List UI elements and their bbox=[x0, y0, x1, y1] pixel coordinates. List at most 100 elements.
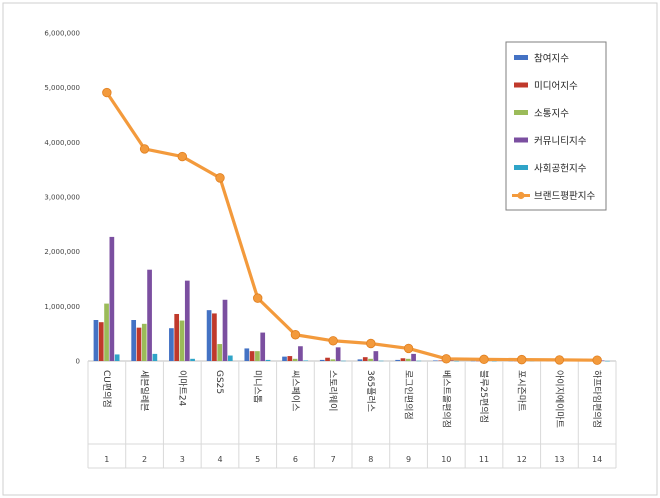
line-point-11 bbox=[479, 354, 489, 365]
bar-3-8 bbox=[368, 358, 373, 361]
legend-swatch bbox=[514, 137, 528, 143]
category-label: CU편의점 bbox=[101, 370, 113, 408]
category-label: 포시즌마트 bbox=[516, 370, 527, 411]
rank-label: 7 bbox=[331, 455, 336, 464]
rank-label: 3 bbox=[180, 455, 185, 464]
bar-3-5 bbox=[255, 351, 260, 361]
brand-index-line bbox=[105, 91, 598, 362]
y-tick-label: 0 bbox=[76, 358, 80, 366]
x-axis: CU편의점 1 세븐일레븐 2 이마트24 3 GS25 4 미니스톱 5 씨스페이스 6 스토리웨이 7… bbox=[87, 360, 617, 469]
line-point-1 bbox=[102, 87, 112, 98]
category-label: GS25 bbox=[214, 370, 224, 394]
bar-2-9 bbox=[400, 358, 406, 361]
y-tick-label: 5,000,000 bbox=[44, 84, 80, 92]
bar-5-5 bbox=[265, 359, 271, 361]
legend-label: 미디어지수 bbox=[534, 81, 578, 92]
line-point-6 bbox=[290, 330, 301, 340]
line-series bbox=[102, 87, 602, 365]
bar-5-8 bbox=[378, 360, 384, 362]
bar-3-1 bbox=[104, 303, 109, 361]
line-point-14 bbox=[592, 355, 602, 365]
category-label: 하프타임편의점 bbox=[591, 370, 603, 428]
bar-3-4 bbox=[217, 344, 223, 361]
bar-5-6 bbox=[303, 360, 309, 361]
bar-1-7 bbox=[319, 359, 325, 361]
bar-5-7 bbox=[341, 360, 346, 362]
bar-3-6 bbox=[292, 358, 298, 361]
y-tick-label: 4,000,000 bbox=[44, 139, 80, 147]
bar-5-3 bbox=[190, 358, 195, 361]
rank-label: 10 bbox=[441, 455, 451, 464]
line-point-2 bbox=[139, 144, 150, 154]
bar-3-3 bbox=[179, 320, 185, 361]
legend-swatch bbox=[514, 110, 528, 115]
bar-1-6 bbox=[282, 356, 287, 361]
legend-label: 브랜드평판지수 bbox=[534, 191, 595, 202]
bar-5-9 bbox=[416, 360, 422, 362]
legend-label: 커뮤니티지수 bbox=[534, 136, 587, 147]
line-point-12 bbox=[517, 354, 527, 365]
category-label: 이마트24 bbox=[176, 370, 187, 407]
bar-5-2 bbox=[152, 353, 158, 361]
bar-1-4 bbox=[206, 310, 212, 361]
line-point-13 bbox=[554, 355, 565, 365]
y-tick-label: 1,000,000 bbox=[44, 303, 80, 311]
rank-label: 14 bbox=[592, 455, 602, 464]
rank-label: 13 bbox=[554, 455, 564, 464]
bar-4-4 bbox=[222, 299, 228, 361]
line-point-10 bbox=[441, 354, 451, 364]
rank-label: 8 bbox=[368, 455, 373, 464]
category-label: 씨스페이스 bbox=[289, 370, 300, 411]
bar-3-7 bbox=[330, 359, 336, 361]
legend-label: 사회공헌지수 bbox=[534, 164, 587, 175]
legend-label: 참여지수 bbox=[534, 53, 569, 65]
category-label: 미니스톱 bbox=[252, 370, 263, 403]
rank-label: 11 bbox=[479, 455, 489, 464]
legend-swatch bbox=[514, 55, 528, 60]
rank-label: 12 bbox=[517, 455, 527, 464]
bar-4-7 bbox=[335, 347, 341, 361]
bar-1-9 bbox=[395, 359, 401, 361]
rank-label: 9 bbox=[406, 455, 411, 464]
bar-2-7 bbox=[325, 357, 330, 361]
bar-4-1 bbox=[109, 236, 115, 361]
bar-series bbox=[93, 236, 610, 362]
legend-marker bbox=[517, 191, 525, 200]
bar-2-8 bbox=[362, 357, 368, 361]
y-tick-label: 6,000,000 bbox=[44, 30, 80, 38]
rank-label: 6 bbox=[293, 455, 298, 464]
bar-5-1 bbox=[114, 354, 120, 361]
rank-label: 4 bbox=[217, 455, 222, 464]
bar-2-5 bbox=[249, 351, 255, 361]
y-tick-label: 3,000,000 bbox=[44, 194, 80, 202]
bar-3-2 bbox=[141, 323, 147, 361]
bar-2-10 bbox=[438, 360, 444, 361]
rank-label: 1 bbox=[104, 455, 109, 464]
line-point-8 bbox=[366, 338, 376, 349]
bar-2-4 bbox=[212, 313, 217, 361]
bar-2-2 bbox=[136, 327, 142, 361]
legend-label: 소통지수 bbox=[534, 109, 569, 120]
bar-5-4 bbox=[227, 355, 233, 361]
bar-1-8 bbox=[357, 359, 363, 361]
bar-5-11 bbox=[491, 360, 497, 362]
bar-2-11 bbox=[476, 360, 481, 362]
bar-5-10 bbox=[454, 360, 459, 362]
line-point-7 bbox=[328, 336, 338, 346]
bar-4-9 bbox=[411, 353, 416, 361]
line-point-3 bbox=[177, 151, 187, 162]
bar-4-3 bbox=[184, 280, 190, 361]
bar-4-14 bbox=[599, 360, 605, 361]
bar-1-10 bbox=[433, 360, 438, 361]
y-axis: 0 1,000,000 2,000,000 3,000,000 4,000,000 5,0… bbox=[44, 30, 80, 366]
bar-1-5 bbox=[244, 348, 250, 361]
legend-box bbox=[505, 41, 607, 211]
rank-label: 5 bbox=[255, 455, 260, 464]
legend-swatch bbox=[514, 82, 528, 88]
bar-2-6 bbox=[287, 356, 293, 361]
category-label: 블루25편의점 bbox=[478, 370, 490, 423]
category-label: 365플러스 bbox=[365, 370, 376, 412]
